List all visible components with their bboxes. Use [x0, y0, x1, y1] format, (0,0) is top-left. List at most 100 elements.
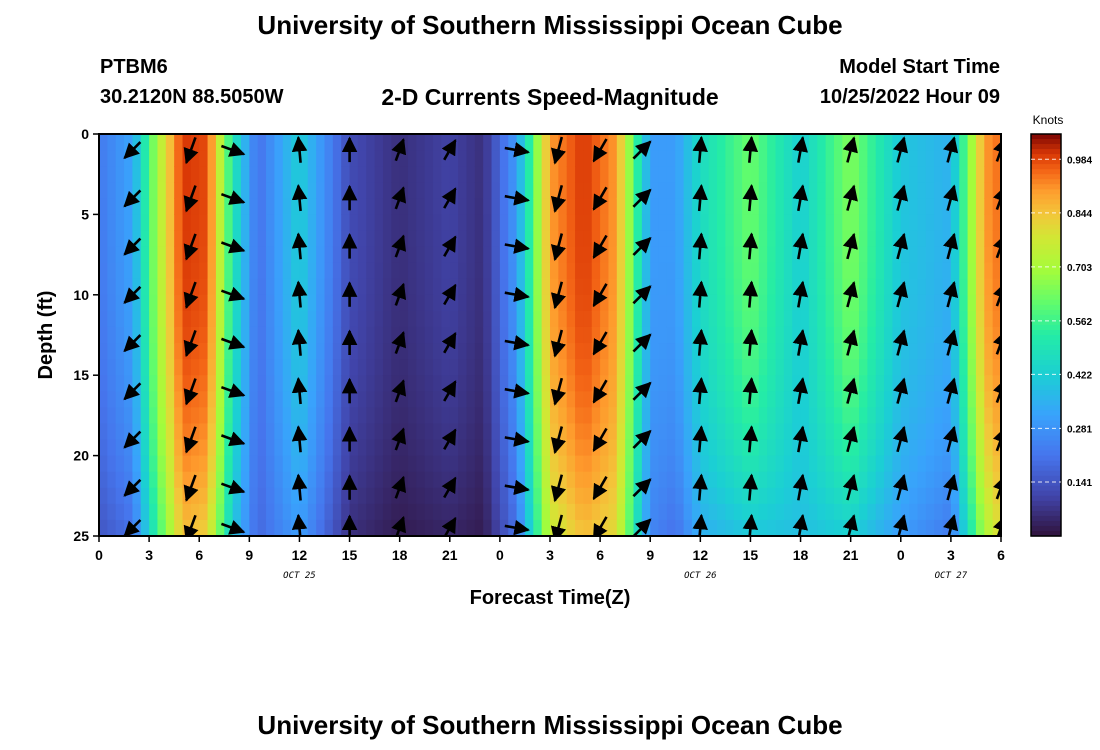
heatmap-cell: [875, 423, 885, 441]
heatmap-cell: [959, 375, 969, 392]
heatmap-cell: [374, 423, 384, 441]
heatmap-cell: [608, 455, 618, 473]
heatmap-cell: [675, 134, 685, 151]
current-vector: [441, 138, 457, 161]
heatmap-cell: [107, 230, 117, 248]
heatmap-cell: [299, 455, 309, 473]
current-vector: [742, 377, 759, 405]
heatmap-cell: [449, 407, 459, 425]
heatmap-cell: [842, 407, 852, 425]
heatmap-cell: [533, 214, 543, 232]
heatmap-cell: [257, 214, 267, 232]
heatmap-cell: [616, 326, 626, 344]
heatmap-cell: [291, 343, 301, 360]
heatmap-cell: [266, 182, 275, 199]
heatmap-cell: [508, 407, 518, 425]
heatmap-cell: [249, 343, 259, 360]
heatmap-cell: [959, 359, 969, 376]
heatmap-cell: [992, 407, 1001, 425]
heatmap-cell: [215, 198, 225, 215]
heatmap-cell: [959, 134, 969, 151]
heatmap-cell: [99, 246, 108, 264]
heatmap-cell: [792, 246, 802, 264]
heatmap-cell: [909, 198, 919, 215]
heatmap-cell: [666, 294, 676, 312]
heatmap-cell: [616, 198, 626, 215]
heatmap-cell: [382, 166, 392, 183]
heatmap-cell: [491, 262, 501, 280]
heatmap-cell: [508, 214, 518, 232]
heatmap-cell: [558, 326, 568, 344]
heatmap-cell: [884, 150, 894, 167]
heatmap-cell: [458, 214, 468, 232]
heatmap-cell: [140, 214, 150, 232]
current-vector: [123, 382, 142, 401]
heatmap-cell: [591, 471, 601, 489]
heatmap-cell: [975, 391, 985, 408]
heatmap-cell: [441, 278, 451, 296]
heatmap-cell: [357, 423, 367, 441]
heatmap-cell: [524, 455, 534, 473]
heatmap-cell: [349, 198, 359, 215]
heatmap-cell: [850, 343, 860, 360]
heatmap-cell: [299, 294, 309, 312]
heatmap-cell: [374, 166, 384, 183]
heatmap-cell: [399, 391, 409, 408]
heatmap-cell: [683, 471, 693, 489]
heatmap-cell: [967, 294, 977, 312]
heatmap-cell: [859, 439, 868, 457]
heatmap-cell: [533, 166, 543, 183]
heatmap-cell: [608, 278, 618, 296]
heatmap-cell: [917, 278, 927, 296]
heatmap-cell: [140, 310, 150, 328]
heatmap-cell: [750, 166, 760, 183]
heatmap-cell: [199, 294, 209, 312]
heatmap-cell: [608, 262, 618, 280]
heatmap-cell: [833, 326, 843, 344]
heatmap-cell: [959, 326, 969, 344]
heatmap-cell: [875, 214, 885, 232]
heatmap-cell: [583, 246, 593, 264]
colorbar-segment: [1031, 510, 1061, 517]
heatmap-cell: [316, 326, 326, 344]
colorbar-segment: [1031, 410, 1061, 417]
heatmap-cell: [758, 343, 768, 360]
heatmap-cell: [165, 182, 175, 199]
heatmap-cell: [399, 310, 409, 328]
heatmap-cell: [633, 294, 643, 312]
heatmap-cell: [859, 375, 868, 392]
heatmap-cell: [433, 182, 443, 199]
heatmap-cell: [550, 262, 559, 280]
heatmap-cell: [792, 503, 802, 521]
heatmap-cell: [483, 230, 493, 248]
heatmap-cell: [399, 166, 409, 183]
heatmap-cell: [959, 262, 969, 280]
heatmap-cell: [558, 310, 568, 328]
heatmap-cell: [583, 375, 593, 392]
heatmap-cell: [616, 214, 626, 232]
heatmap-cell: [349, 343, 359, 360]
heatmap-cell: [909, 391, 919, 408]
heatmap-cell: [474, 375, 484, 392]
heatmap-cell: [124, 214, 134, 232]
heatmap-cell: [516, 166, 526, 183]
heatmap-cell: [708, 471, 718, 489]
heatmap-cell: [875, 439, 885, 457]
heatmap-cell: [758, 487, 768, 505]
heatmap-cell: [583, 487, 593, 505]
heatmap-cell: [850, 294, 860, 312]
heatmap-cell: [767, 455, 777, 473]
heatmap-cell: [115, 310, 125, 328]
heatmap-cell: [616, 262, 626, 280]
heatmap-cell: [783, 503, 793, 521]
heatmap-cell: [733, 294, 743, 312]
heatmap-cell: [249, 471, 259, 489]
heatmap-cell: [249, 439, 259, 457]
heatmap-cell: [408, 262, 417, 280]
heatmap-cell: [441, 262, 451, 280]
heatmap-cell: [733, 198, 743, 215]
heatmap-cell: [850, 407, 860, 425]
heatmap-cell: [382, 246, 392, 264]
heatmap-cell: [316, 343, 326, 360]
